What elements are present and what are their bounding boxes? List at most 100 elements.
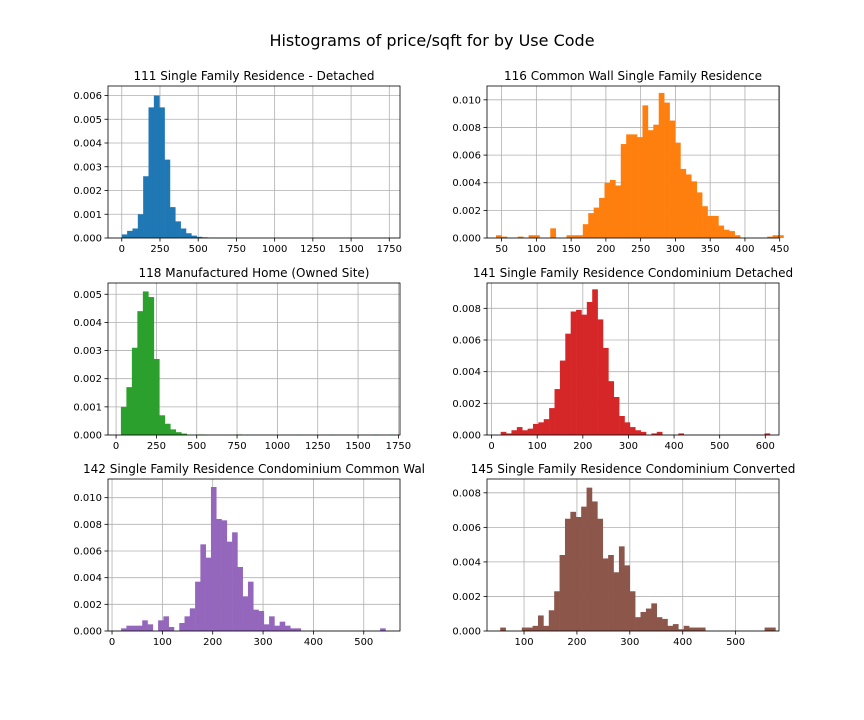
x-tick-label: 50 — [495, 244, 508, 255]
x-tick-label: 1750 — [386, 441, 411, 452]
y-tick-label: 0.000 — [452, 627, 481, 638]
axes-frame — [486, 85, 780, 239]
histogram-subplot: 0 250 500 750 1000 1250 1500 1750 0.000 0.001 0.00… — [73, 266, 411, 452]
histogram-bar — [527, 428, 534, 435]
x-tick-label: 0 — [119, 244, 125, 255]
histogram-bar — [164, 159, 171, 238]
y-tick-label: 0.010 — [452, 95, 481, 106]
histogram-bar — [635, 617, 641, 631]
histogram-bar — [549, 408, 555, 435]
y-tick-label: 0.004 — [73, 318, 102, 329]
histogram-bar — [597, 518, 604, 631]
histogram-bar — [609, 179, 616, 238]
histogram-bar — [295, 628, 302, 631]
histogram-bar — [120, 406, 127, 435]
x-tick-label: 250 — [150, 244, 169, 255]
histogram-bar — [121, 234, 128, 238]
histogram-bar — [629, 427, 636, 435]
histogram-bar — [153, 359, 160, 435]
x-tick-label: 450 — [770, 244, 789, 255]
histogram-bar — [631, 134, 638, 238]
histogram-bar — [651, 433, 658, 435]
histogram-bar — [642, 105, 649, 238]
histogram-bar — [159, 107, 165, 238]
histogram-bar — [126, 387, 133, 435]
y-tick-label: 0.008 — [452, 304, 481, 315]
x-tick-label: 150 — [562, 244, 581, 255]
y-tick-label: 0.006 — [452, 336, 481, 347]
x-tick-label: 250 — [147, 441, 166, 452]
histogram-bar — [126, 625, 132, 631]
x-tick-label: 250 — [631, 244, 650, 255]
histogram-bar — [185, 233, 192, 238]
histogram-bar — [527, 627, 533, 631]
histogram-bar — [588, 213, 594, 238]
x-tick-label: 1500 — [345, 441, 370, 452]
histogram-bar — [678, 433, 685, 435]
histogram-bar — [550, 228, 556, 238]
histogram-bar — [581, 506, 587, 631]
histogram-bar — [537, 615, 544, 631]
histogram-bar — [591, 501, 598, 631]
x-tick-label: 200 — [567, 637, 586, 648]
histogram-bar — [242, 596, 249, 631]
histogram-bar — [770, 627, 776, 631]
histogram-bar — [153, 95, 160, 238]
x-tick-label: 300 — [666, 244, 685, 255]
histogram-bar — [624, 565, 631, 631]
y-tick-label: 0.004 — [452, 178, 481, 189]
x-tick-label: 1250 — [305, 441, 330, 452]
histogram-bar — [593, 207, 600, 238]
histogram-bar — [269, 616, 275, 631]
histogram-bar — [696, 192, 703, 238]
x-tick-label: 200 — [573, 441, 592, 452]
histogram-bar — [772, 235, 779, 238]
histogram-bar — [258, 611, 265, 631]
histogram-bar — [163, 616, 169, 631]
histogram-bar — [522, 430, 528, 435]
histogram-bar — [694, 627, 701, 631]
histogram-bar — [624, 422, 631, 435]
y-tick-label: 0.004 — [73, 139, 102, 150]
y-tick-label: 0.002 — [452, 399, 481, 410]
histogram-bar — [564, 518, 571, 631]
histogram-bar — [496, 235, 502, 238]
histogram-bar — [620, 144, 627, 238]
y-tick-label: 0.000 — [452, 431, 481, 442]
y-tick-label: 0.008 — [452, 488, 481, 499]
histogram-bar — [121, 628, 127, 631]
histogram-bar — [615, 185, 622, 238]
subplot-title: 142 Single Family Residence Condominium … — [83, 462, 425, 476]
x-tick-label: 0 — [109, 637, 115, 648]
x-tick-label: 1500 — [338, 244, 363, 255]
histogram-bar — [247, 581, 254, 631]
histogram-bar — [237, 567, 243, 631]
histogram-bar — [685, 174, 692, 238]
histogram-bar — [284, 625, 291, 631]
histogram-bar — [674, 142, 681, 238]
histogram-bar — [689, 627, 695, 631]
histogram-bar — [143, 176, 149, 238]
x-tick-label: 400 — [665, 441, 684, 452]
histogram-bar — [718, 225, 725, 238]
histogram-bar — [543, 419, 550, 435]
x-tick-label: 500 — [354, 637, 373, 648]
x-tick-label: 300 — [620, 637, 639, 648]
histogram-bar — [699, 627, 706, 631]
x-tick-label: 300 — [254, 637, 273, 648]
y-tick-label: 0.004 — [452, 557, 481, 568]
histogram-bar — [656, 617, 663, 631]
histogram-bar — [158, 620, 164, 631]
histogram-bar — [664, 102, 670, 238]
histogram-bar — [734, 235, 741, 238]
histogram-subplot: 0 100 200 300 400 500 0.000 0.002 0.004 0.006 0.00… — [73, 462, 425, 648]
histogram-bar — [500, 431, 507, 435]
y-tick-label: 0.005 — [73, 115, 102, 126]
histogram-bar — [662, 618, 668, 631]
histogram-bar — [148, 107, 155, 238]
y-tick-label: 0.002 — [73, 186, 102, 197]
histogram-bar — [532, 625, 539, 631]
histogram-bar — [191, 235, 197, 238]
y-tick-label: 0.002 — [73, 600, 102, 611]
y-tick-label: 0.002 — [452, 592, 481, 603]
